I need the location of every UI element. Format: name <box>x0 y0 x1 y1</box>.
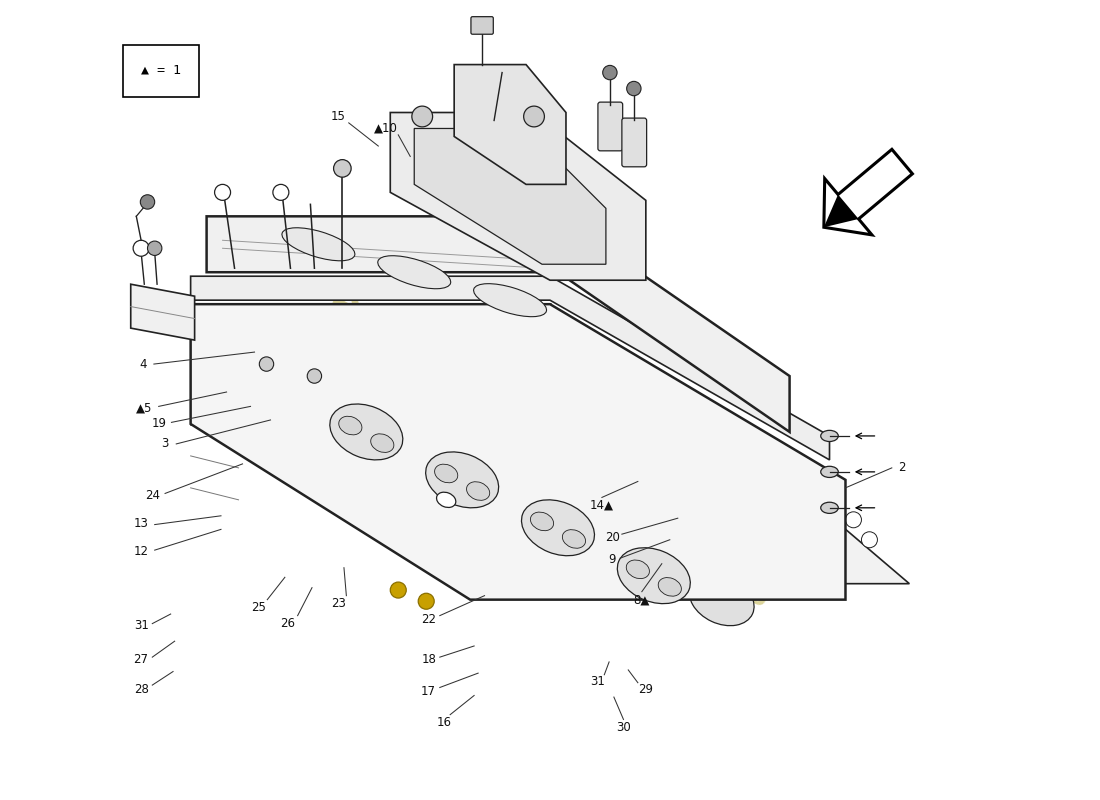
Circle shape <box>133 240 150 256</box>
Text: 3: 3 <box>162 438 168 450</box>
Ellipse shape <box>474 284 547 317</box>
Ellipse shape <box>617 548 691 604</box>
Ellipse shape <box>371 434 394 453</box>
Ellipse shape <box>821 466 838 478</box>
Circle shape <box>141 194 155 209</box>
Ellipse shape <box>521 500 594 556</box>
Circle shape <box>524 106 544 127</box>
Text: 14▲: 14▲ <box>590 499 614 512</box>
Text: 19: 19 <box>151 418 166 430</box>
Circle shape <box>418 594 434 610</box>
Polygon shape <box>824 194 859 227</box>
Text: 25: 25 <box>251 601 266 614</box>
Text: 23: 23 <box>331 597 345 610</box>
Circle shape <box>685 500 702 516</box>
Text: 13: 13 <box>134 518 148 530</box>
FancyBboxPatch shape <box>598 102 623 151</box>
Text: 9: 9 <box>608 554 616 566</box>
Text: 8▲: 8▲ <box>634 593 650 606</box>
Circle shape <box>603 66 617 80</box>
Ellipse shape <box>282 228 355 261</box>
Circle shape <box>621 516 638 532</box>
Ellipse shape <box>821 430 838 442</box>
Ellipse shape <box>437 492 455 507</box>
FancyBboxPatch shape <box>621 118 647 167</box>
Ellipse shape <box>597 530 662 582</box>
Ellipse shape <box>658 578 681 596</box>
Ellipse shape <box>530 512 553 530</box>
Circle shape <box>390 582 406 598</box>
Text: 30: 30 <box>616 721 630 734</box>
Circle shape <box>333 160 351 177</box>
Ellipse shape <box>626 560 649 578</box>
Polygon shape <box>131 284 195 340</box>
Polygon shape <box>390 113 646 280</box>
Text: ▲10: ▲10 <box>374 122 398 135</box>
Circle shape <box>861 532 878 548</box>
Circle shape <box>307 369 321 383</box>
Circle shape <box>627 82 641 96</box>
Text: 18: 18 <box>421 653 436 666</box>
Circle shape <box>606 492 621 508</box>
Circle shape <box>411 106 432 127</box>
Text: 31: 31 <box>591 674 605 688</box>
Circle shape <box>214 184 231 200</box>
Circle shape <box>147 241 162 255</box>
Text: 24: 24 <box>145 490 160 502</box>
Ellipse shape <box>414 442 478 494</box>
Circle shape <box>766 508 782 524</box>
Circle shape <box>846 512 861 528</box>
Text: 15: 15 <box>331 110 345 123</box>
Circle shape <box>782 528 797 544</box>
Ellipse shape <box>506 486 571 538</box>
Text: 17: 17 <box>421 685 436 698</box>
Text: a passion for quality since 1985: a passion for quality since 1985 <box>363 379 772 612</box>
Text: 26: 26 <box>280 617 296 630</box>
Ellipse shape <box>690 574 755 626</box>
Ellipse shape <box>339 416 362 435</box>
Ellipse shape <box>821 502 838 514</box>
Text: 27: 27 <box>133 653 148 666</box>
Text: euromotoreshop.com: euromotoreshop.com <box>321 279 814 569</box>
Circle shape <box>550 492 566 508</box>
Ellipse shape <box>377 256 451 289</box>
Text: 20: 20 <box>605 531 619 544</box>
FancyBboxPatch shape <box>471 17 493 34</box>
Polygon shape <box>415 129 606 264</box>
Text: ▲ = 1: ▲ = 1 <box>141 64 182 77</box>
Polygon shape <box>334 400 910 584</box>
Circle shape <box>702 524 717 540</box>
Text: 12: 12 <box>133 546 148 558</box>
Circle shape <box>273 184 289 200</box>
Text: 16: 16 <box>437 716 452 729</box>
Text: 22: 22 <box>421 613 436 626</box>
Polygon shape <box>824 150 912 235</box>
Ellipse shape <box>434 464 458 482</box>
Text: 28: 28 <box>134 682 148 695</box>
Polygon shape <box>207 216 790 432</box>
Ellipse shape <box>426 452 498 508</box>
Ellipse shape <box>330 404 403 460</box>
Text: 4: 4 <box>139 358 146 370</box>
Circle shape <box>422 428 438 444</box>
Polygon shape <box>190 304 846 600</box>
Circle shape <box>486 460 502 476</box>
FancyBboxPatch shape <box>123 45 199 97</box>
Polygon shape <box>454 65 566 184</box>
Text: 31: 31 <box>134 618 148 632</box>
Ellipse shape <box>466 482 490 500</box>
Text: 2: 2 <box>898 462 905 474</box>
Circle shape <box>359 396 374 412</box>
Text: ▲5: ▲5 <box>136 402 153 414</box>
Circle shape <box>260 357 274 371</box>
Text: 29: 29 <box>638 682 653 695</box>
Polygon shape <box>190 276 829 460</box>
Ellipse shape <box>562 530 585 548</box>
